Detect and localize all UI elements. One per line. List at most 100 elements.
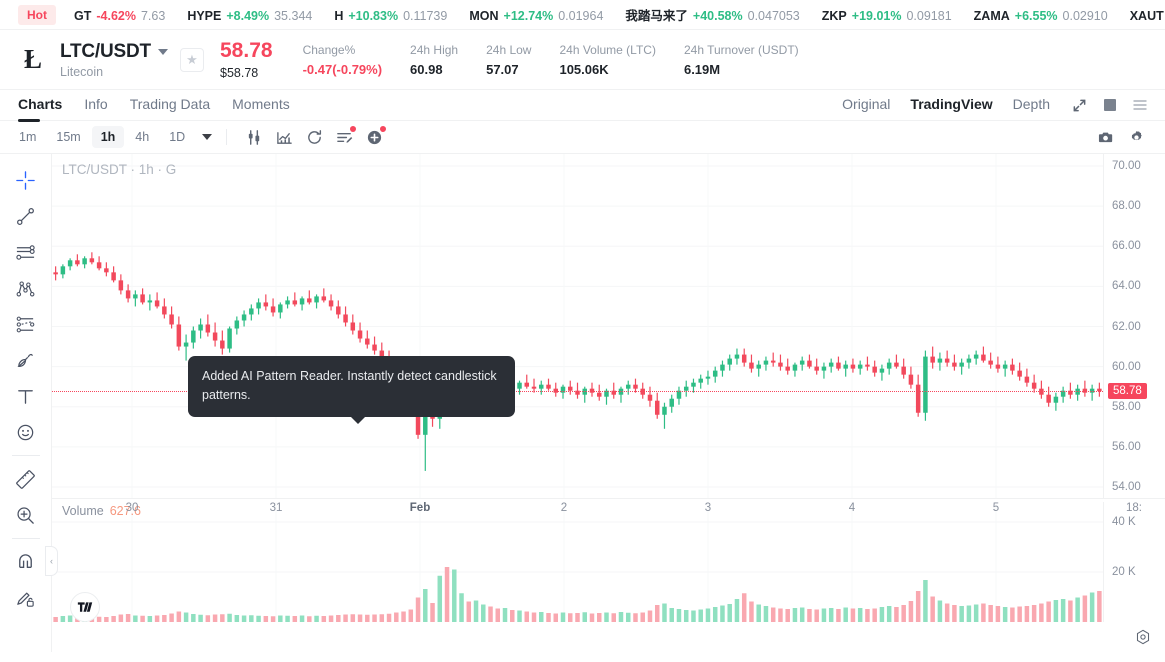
x-axis[interactable]: 30 31 Feb 2 3 4 5 18:: [52, 498, 1165, 518]
zoom-in-icon[interactable]: [8, 497, 44, 533]
x-axis-tick: 18:: [1126, 502, 1142, 514]
price-tick: 62.00: [1112, 320, 1141, 333]
price-axis[interactable]: 70.00 68.00 66.00 64.00 62.00 60.00 58.00 56.00…: [1103, 154, 1165, 499]
ticker-item[interactable]: ZKP +19.01% 0.09181: [822, 9, 952, 23]
tool-divider: [11, 538, 40, 539]
horizontal-lines-icon[interactable]: [8, 234, 44, 270]
timeframe-dropdown-icon[interactable]: [202, 134, 213, 140]
ticker-item[interactable]: H +10.83% 0.11739: [334, 9, 447, 23]
refresh-icon[interactable]: [299, 124, 329, 150]
ticker-item[interactable]: MON +12.74% 0.01964: [469, 9, 603, 23]
timeframe-1D[interactable]: 1D: [169, 130, 186, 144]
price-tick: 60.00: [1112, 360, 1141, 373]
price-tick: 58.00: [1112, 400, 1141, 413]
elliott-wave-icon[interactable]: [8, 270, 44, 306]
ticker-price: 0.11739: [403, 8, 448, 23]
ticker-price: 0.01964: [558, 8, 604, 23]
tab-charts[interactable]: Charts: [18, 96, 63, 122]
toolbar-right: [1091, 124, 1151, 150]
x-axis-tick: 30: [125, 502, 139, 514]
feature-tooltip[interactable]: Added AI Pattern Reader. Instantly detec…: [188, 356, 515, 424]
chevron-down-icon[interactable]: [157, 48, 168, 55]
magnet-icon[interactable]: [8, 544, 44, 580]
x-axis-tick: Feb: [409, 502, 431, 514]
text-tool-icon[interactable]: [8, 378, 44, 414]
ticker-price: 0.047053: [747, 8, 800, 23]
current-price-badge: 58.78: [1108, 383, 1147, 400]
ticker-price: 35.344: [274, 8, 313, 23]
tab-trading-data[interactable]: Trading Data: [129, 96, 211, 112]
volume-axis[interactable]: 40 K 20 K: [1103, 502, 1165, 622]
volume-tick: 40 K: [1112, 516, 1136, 528]
ticker-items: GT -4.62% 7.63 HYPE +8.49% 35.344 H +10.83% 0.11…: [74, 5, 1165, 25]
volume-legend-label: Volume: [62, 504, 104, 518]
x-axis-tick: 4: [848, 502, 856, 514]
ticker-item[interactable]: HYPE +8.49% 35.344: [187, 9, 312, 23]
chart-type-icon[interactable]: [269, 124, 299, 150]
ticker-item[interactable]: 我踏马来了 +40.58% 0.047053: [625, 5, 799, 24]
stat-change: Change% -0.47(-0.79%): [303, 43, 382, 77]
pattern-reader-icon[interactable]: [329, 124, 359, 150]
timeframe-15m[interactable]: 15m: [56, 130, 81, 144]
pitchfork-icon[interactable]: [8, 306, 44, 342]
tab-tradingview[interactable]: TradingView: [910, 96, 993, 112]
ticker-symbol: MON: [469, 8, 499, 23]
nav-left-tabs: Charts Info Trading Data Moments: [18, 96, 312, 122]
stat-24h-volume-ltc: 24h Volume (LTC) 105.06K: [559, 43, 656, 77]
litecoin-logo-icon: Ł: [23, 44, 42, 74]
ticker-bar: Hot GT -4.62% 7.63 HYPE +8.49% 35.344 H +10.83%…: [0, 0, 1165, 30]
sidebar-collapse-handle[interactable]: ‹: [45, 546, 58, 576]
indicators-icon[interactable]: [239, 124, 269, 150]
timeframe-1m[interactable]: 1m: [19, 130, 37, 144]
timeframe-1h[interactable]: 1h: [91, 126, 125, 148]
tradingview-logo[interactable]: [70, 592, 100, 622]
hot-badge[interactable]: Hot: [18, 4, 56, 25]
price-pane[interactable]: LTC/USDT · 1h · G: [52, 154, 1135, 499]
emoji-icon[interactable]: [8, 414, 44, 450]
ticker-symbol: GT: [74, 8, 92, 23]
tab-original[interactable]: Original: [842, 96, 891, 112]
last-price: 58.78: [220, 39, 273, 63]
expand-icon[interactable]: [1072, 98, 1087, 113]
price-tick: 54.00: [1112, 480, 1141, 493]
volume-histogram: [52, 502, 1135, 622]
ruler-icon[interactable]: [8, 461, 44, 497]
price-tick: 68.00: [1112, 200, 1141, 213]
stat-value: 60.98: [410, 61, 443, 77]
settings-hex-icon[interactable]: [1135, 629, 1151, 650]
tab-depth[interactable]: Depth: [1012, 96, 1050, 112]
tab-info[interactable]: Info: [84, 96, 108, 112]
menu-icon[interactable]: [1133, 98, 1147, 112]
ticker-symbol: ZKP: [821, 8, 847, 23]
x-axis-tick: 3: [704, 502, 712, 514]
stat-24h-low: 24h Low 57.07: [486, 43, 531, 77]
price-tick: 64.00: [1112, 280, 1141, 293]
pencil-lock-icon[interactable]: [8, 580, 44, 616]
timeframe-4h[interactable]: 4h: [135, 130, 150, 144]
pair-name: LTC/USDT: [60, 40, 151, 62]
pair-block[interactable]: LTC/USDT Litecoin: [60, 41, 176, 79]
ticker-symbol: ZAMA: [973, 8, 1010, 23]
ticker-change: +6.55%: [1014, 8, 1058, 23]
brush-icon[interactable]: [8, 342, 44, 378]
tab-moments[interactable]: Moments: [232, 96, 290, 112]
ticker-change: +19.01%: [851, 8, 902, 23]
add-indicator-icon[interactable]: [359, 124, 389, 150]
settings-gear-icon[interactable]: [1121, 124, 1151, 150]
crosshair-icon[interactable]: [8, 162, 44, 198]
volume-pane[interactable]: Volume 627.6: [52, 502, 1135, 622]
ticker-item[interactable]: XAUT+0.70%4,992.1: [1130, 9, 1165, 23]
tool-divider: [11, 455, 40, 456]
ticker-item[interactable]: ZAMA +6.55% 0.02910: [974, 9, 1108, 23]
square-icon[interactable]: [1103, 98, 1117, 112]
ticker-symbol: 我踏马来了: [625, 8, 688, 23]
camera-icon[interactable]: [1091, 124, 1121, 150]
ticker-symbol: H: [334, 8, 344, 23]
trend-line-icon[interactable]: [8, 198, 44, 234]
favorite-star-icon[interactable]: ★: [180, 47, 204, 72]
price-block: 58.78 $58.78: [220, 39, 273, 79]
stat-value: 57.07: [486, 61, 519, 77]
ticker-item[interactable]: GT -4.62% 7.63: [74, 9, 165, 23]
ticker-change: +10.83%: [348, 8, 399, 23]
chart-area: ‹ LTC/USDT · 1h · G Volume 627.6 70.00 68.…: [0, 154, 1165, 652]
